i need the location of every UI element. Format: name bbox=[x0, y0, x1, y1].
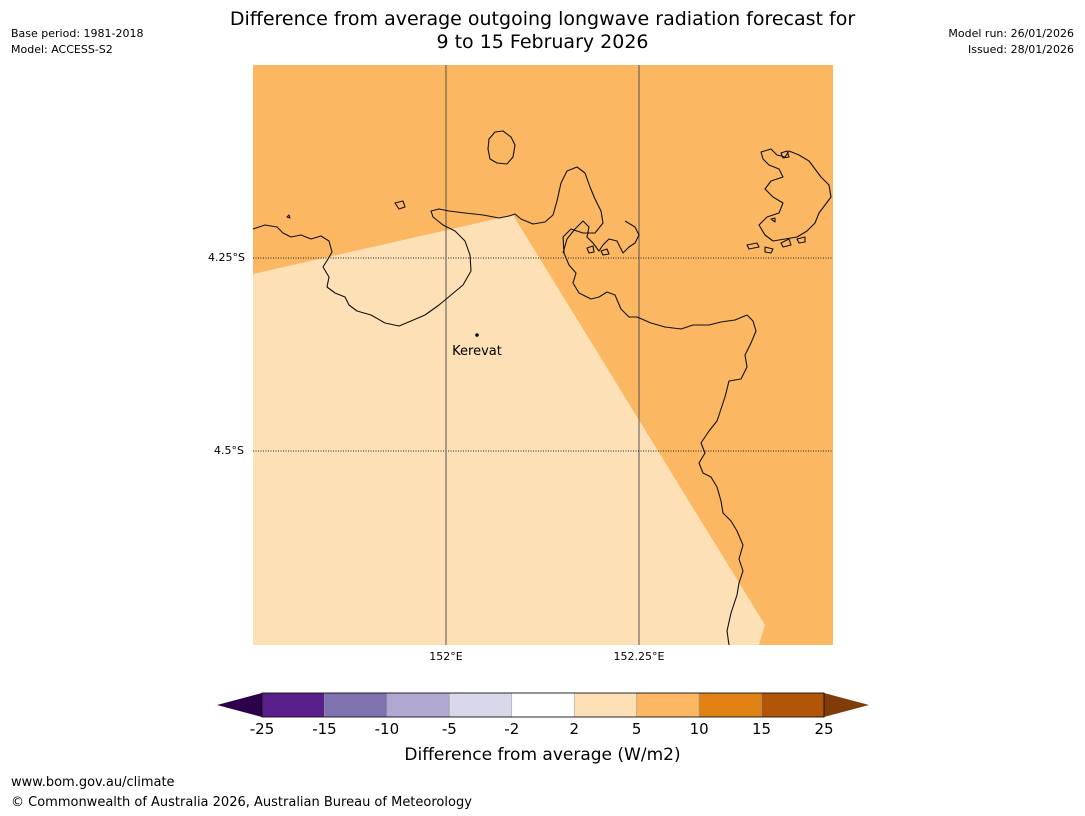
coastline-islet-1 bbox=[394, 200, 406, 210]
colorbar bbox=[217, 692, 869, 718]
colorbar-tick-label: 10 bbox=[689, 720, 709, 738]
base-period-label: Base period: 1981-2018 bbox=[11, 27, 144, 40]
footer-copyright: © Commonwealth of Australia 2026, Austra… bbox=[11, 795, 472, 810]
colorbar-tick-label: 2 bbox=[569, 720, 579, 738]
colorbar-segment bbox=[761, 692, 825, 718]
coastline-duke-of-york-main bbox=[758, 148, 832, 242]
colorbar-segment bbox=[386, 692, 450, 718]
colorbar-tick-label: 15 bbox=[752, 720, 772, 738]
colorbar-segment bbox=[261, 692, 325, 718]
coastline-duke-of-york-west-2 bbox=[764, 246, 774, 254]
coastline-islet-4 bbox=[600, 248, 610, 256]
colorbar-ticks: -25 -15 -10 -5 -2 2 5 10 15 25 bbox=[0, 720, 1085, 740]
issued-label: Issued: 28/01/2026 bbox=[967, 43, 1074, 56]
page-title: Difference from average outgoing longwav… bbox=[0, 8, 1085, 54]
coastline-duke-of-york-west-5 bbox=[770, 217, 776, 223]
coastline-gazelle-north bbox=[253, 166, 757, 645]
map-panel: Kerevat bbox=[253, 65, 833, 645]
title-line-2: 9 to 15 February 2026 bbox=[436, 31, 649, 53]
colorbar-segment bbox=[449, 692, 513, 718]
colorbar-segment bbox=[573, 692, 637, 718]
model-run-label: Model run: 26/01/2026 bbox=[948, 27, 1074, 40]
colorbar-tick-label: 25 bbox=[814, 720, 834, 738]
colorbar-outline bbox=[261, 692, 825, 718]
colorbar-segment bbox=[511, 692, 575, 718]
lat-label-4-25: 4.25°S bbox=[208, 251, 245, 264]
colorbar-segment bbox=[698, 692, 762, 718]
colorbar-segment bbox=[324, 692, 388, 718]
colorbar-tick-label: 5 bbox=[631, 720, 642, 738]
coastline bbox=[253, 130, 832, 645]
colorbar-tick-label: -15 bbox=[312, 720, 337, 738]
model-label: Model: ACCESS-S2 bbox=[11, 43, 113, 56]
colorbar-tick-label: -25 bbox=[249, 720, 275, 738]
lon-label-152: 152°E bbox=[429, 650, 463, 663]
coastline-watom-island bbox=[487, 130, 516, 165]
colorbar-under-arrow bbox=[217, 693, 262, 717]
coastline-duke-of-york-west-1 bbox=[746, 242, 760, 250]
coastline-duke-of-york-west-4 bbox=[796, 236, 806, 244]
anomaly-band-2-5 bbox=[253, 215, 765, 645]
colorbar-tick-label: -5 bbox=[441, 720, 457, 738]
colorbar-title: Difference from average (W/m2) bbox=[404, 745, 681, 765]
coastline-islet-3 bbox=[586, 245, 595, 254]
lat-label-4-5: 4.5°S bbox=[214, 444, 244, 457]
footer-url[interactable]: www.bom.gov.au/climate bbox=[11, 775, 175, 790]
title-line-1: Difference from average outgoing longwav… bbox=[229, 8, 856, 30]
lon-label-152-25: 152.25°E bbox=[613, 650, 665, 663]
colorbar-tick-label: -2 bbox=[504, 720, 520, 738]
kerevat-label: Kerevat bbox=[452, 344, 502, 359]
coastline-duke-of-york-west-3 bbox=[780, 238, 792, 248]
coastline-bay-inner bbox=[562, 220, 640, 254]
coastline-duke-of-york-north bbox=[780, 150, 790, 159]
colorbar-over-arrow bbox=[824, 693, 869, 717]
kerevat-marker-icon bbox=[475, 333, 479, 337]
colorbar-segment bbox=[636, 692, 700, 718]
coastline-islet-2 bbox=[286, 214, 291, 219]
colorbar-tick-label: -10 bbox=[374, 720, 400, 738]
